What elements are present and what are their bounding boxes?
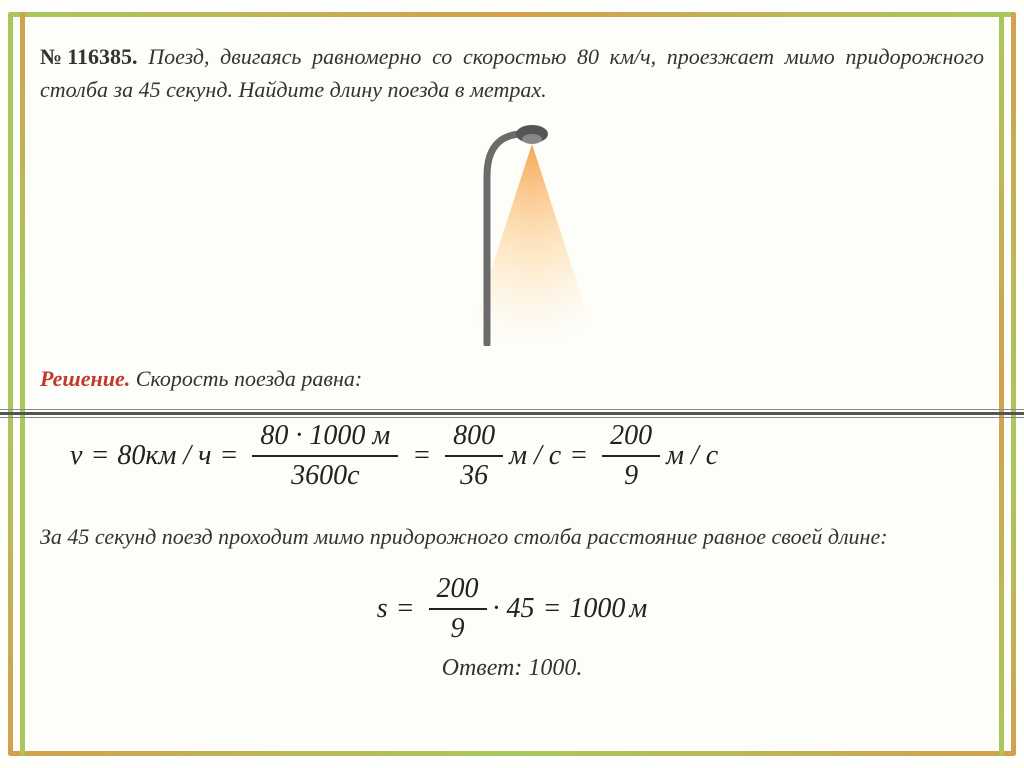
border-right-outer: [1011, 12, 1016, 756]
content-area: №116385. Поезд, двигаясь равномерно со с…: [40, 40, 984, 738]
solution-heading: Решение. Скорость поезда равна:: [40, 366, 984, 392]
border-top: [8, 12, 1016, 17]
frac1-den: 3600c: [283, 457, 367, 492]
velocity-formula: v = 80км / ч = 80 · 1000 м 3600c = 800 3…: [70, 420, 984, 492]
frac2-den: 36: [452, 457, 496, 492]
result-unit: м: [629, 593, 647, 625]
mult-45: · 45: [493, 593, 535, 625]
problem-body: Поезд, двигаясь равномерно со скоростью …: [40, 44, 984, 102]
fraction-3: 200 9: [602, 420, 660, 492]
streetlamp-icon: [412, 116, 612, 346]
lamp-illustration: [40, 116, 984, 336]
fraction-1: 80 · 1000 м 3600c: [252, 420, 398, 492]
equals-1: =: [90, 440, 109, 472]
border-bottom: [8, 751, 1016, 756]
answer-label: Ответ:: [442, 655, 523, 681]
problem-number: №116385.: [40, 44, 138, 69]
equals-4: =: [569, 440, 588, 472]
solution-mid-text: За 45 секунд поезд проходит мимо придоро…: [40, 520, 984, 553]
frac4-den: 9: [443, 610, 473, 645]
fraction-4: 200 9: [429, 573, 487, 645]
frac3-unit: м / c: [666, 440, 718, 472]
frac3-num: 200: [602, 420, 660, 457]
road-line: [0, 412, 1024, 415]
border-right-inner: [999, 12, 1004, 756]
answer-line: Ответ: 1000.: [40, 655, 984, 682]
equals-3: =: [412, 440, 431, 472]
solution-intro-text: Скорость поезда равна:: [130, 366, 362, 391]
solution-label-word: Решение.: [40, 366, 130, 391]
equals-5: =: [396, 593, 415, 625]
frac3-den: 9: [616, 457, 646, 492]
equals-2: =: [219, 440, 238, 472]
frac4-num: 200: [429, 573, 487, 610]
v-value: 80: [117, 440, 145, 472]
problem-statement: №116385. Поезд, двигаясь равномерно со с…: [40, 40, 984, 106]
distance-formula: s = 200 9 · 45 = 1000 м: [40, 573, 984, 645]
answer-value: 1000.: [528, 655, 582, 681]
fraction-2: 800 36: [445, 420, 503, 492]
border-left-outer: [8, 12, 13, 756]
frac2-unit: м / c: [509, 440, 561, 472]
v-unit: км / ч: [145, 440, 211, 472]
var-s: s: [377, 593, 388, 625]
frac2-num: 800: [445, 420, 503, 457]
var-v: v: [70, 440, 82, 472]
result-1000: 1000: [569, 593, 625, 625]
equals-6: =: [543, 593, 562, 625]
border-left-inner: [20, 12, 25, 756]
frac1-num: 80 · 1000 м: [252, 420, 398, 457]
